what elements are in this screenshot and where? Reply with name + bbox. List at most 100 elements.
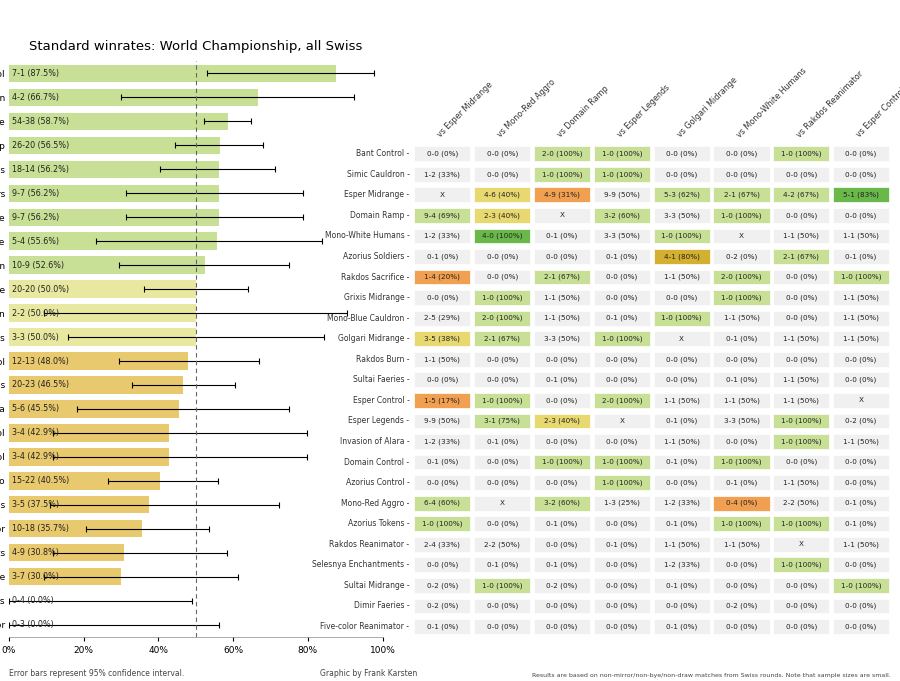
Bar: [534, 475, 590, 490]
Bar: [534, 393, 590, 408]
Bar: [833, 393, 889, 408]
Text: 4-9 (31%): 4-9 (31%): [544, 191, 580, 198]
Bar: [653, 496, 710, 511]
Text: 1-1 (50%): 1-1 (50%): [663, 397, 699, 404]
Bar: [773, 352, 830, 366]
Bar: [594, 332, 650, 346]
Bar: [594, 455, 650, 469]
Bar: [833, 413, 889, 428]
Bar: [833, 599, 889, 614]
Text: 5-6 (45.5%): 5-6 (45.5%): [12, 405, 59, 413]
Text: 4-2 (67%): 4-2 (67%): [783, 191, 819, 198]
Text: 0-2 (0%): 0-2 (0%): [725, 253, 757, 259]
Text: 0-0 (0%): 0-0 (0%): [845, 603, 877, 609]
Bar: [833, 270, 889, 285]
Text: vs Esper Control: vs Esper Control: [855, 86, 900, 140]
Text: 0-0 (0%): 0-0 (0%): [546, 479, 578, 486]
Text: 1-0 (100%): 1-0 (100%): [781, 520, 822, 527]
Bar: [653, 455, 710, 469]
Text: 0-0 (0%): 0-0 (0%): [786, 274, 817, 281]
Bar: [833, 619, 889, 634]
Text: 1-0 (100%): 1-0 (100%): [601, 459, 642, 465]
Bar: [534, 146, 590, 161]
Bar: [534, 352, 590, 366]
Text: 0-0 (0%): 0-0 (0%): [607, 377, 637, 383]
Text: 1-1 (50%): 1-1 (50%): [843, 439, 879, 445]
Bar: [714, 475, 770, 490]
Text: 0-2 (0%): 0-2 (0%): [725, 603, 757, 609]
Text: Esper Legends -: Esper Legends -: [348, 417, 410, 426]
Bar: [594, 167, 650, 182]
Bar: [414, 290, 471, 305]
Text: 0-1 (0%): 0-1 (0%): [546, 233, 578, 239]
Text: 0-0 (0%): 0-0 (0%): [725, 439, 757, 445]
Text: 0-4 (0%): 0-4 (0%): [725, 500, 757, 507]
Bar: [714, 187, 770, 202]
Text: 1-2 (33%): 1-2 (33%): [425, 171, 460, 178]
Text: 1-1 (50%): 1-1 (50%): [663, 541, 699, 548]
Bar: [594, 537, 650, 552]
Text: 1-1 (50%): 1-1 (50%): [783, 233, 819, 239]
Bar: [534, 208, 590, 223]
Bar: [474, 290, 530, 305]
Text: 0-0 (0%): 0-0 (0%): [786, 356, 817, 362]
Text: Graphic by Frank Karsten: Graphic by Frank Karsten: [320, 669, 418, 678]
Bar: [773, 599, 830, 614]
Bar: [414, 373, 471, 387]
Text: 20-20 (50.0%): 20-20 (50.0%): [12, 285, 69, 294]
Text: 0-0 (0%): 0-0 (0%): [725, 582, 757, 588]
Text: 1-0 (100%): 1-0 (100%): [841, 582, 881, 588]
Text: 2-2 (50%): 2-2 (50%): [484, 541, 520, 548]
Text: 0-0 (0%): 0-0 (0%): [607, 356, 637, 362]
Bar: [474, 558, 530, 572]
Bar: [773, 332, 830, 346]
Text: 1-0 (100%): 1-0 (100%): [781, 439, 822, 445]
Bar: [773, 373, 830, 387]
Text: 0-2 (0%): 0-2 (0%): [427, 603, 458, 609]
Text: 1-0 (100%): 1-0 (100%): [721, 459, 761, 465]
Text: 0-1 (0%): 0-1 (0%): [666, 459, 698, 465]
Text: 3-3 (50%): 3-3 (50%): [604, 233, 640, 239]
Bar: [773, 270, 830, 285]
Bar: [594, 311, 650, 326]
Text: 26-20 (56.5%): 26-20 (56.5%): [12, 141, 69, 150]
Bar: [653, 352, 710, 366]
Text: vs Mono-Red Aggro: vs Mono-Red Aggro: [496, 78, 557, 140]
Text: 2-4 (33%): 2-4 (33%): [425, 541, 460, 548]
Bar: [474, 229, 530, 243]
Text: 2-5 (29%): 2-5 (29%): [425, 315, 460, 321]
Bar: [653, 311, 710, 326]
Text: 0-0 (0%): 0-0 (0%): [427, 479, 458, 486]
Bar: [414, 619, 471, 634]
Bar: [534, 496, 590, 511]
Bar: [534, 229, 590, 243]
Bar: [594, 558, 650, 572]
Text: Error bars represent 95% confidence interval.: Error bars represent 95% confidence inte…: [9, 669, 184, 678]
Bar: [773, 167, 830, 182]
Bar: [414, 229, 471, 243]
Text: 1-0 (100%): 1-0 (100%): [601, 151, 642, 157]
Text: 2-1 (67%): 2-1 (67%): [783, 253, 819, 259]
Bar: [833, 352, 889, 366]
Bar: [773, 516, 830, 531]
Text: 0-0 (0%): 0-0 (0%): [666, 171, 698, 178]
Text: 0-1 (0%): 0-1 (0%): [546, 520, 578, 527]
Bar: [773, 434, 830, 449]
Text: 0-0 (0%): 0-0 (0%): [607, 623, 637, 630]
Bar: [714, 249, 770, 264]
Text: 0-0 (0%): 0-0 (0%): [607, 603, 637, 609]
Bar: [474, 516, 530, 531]
Text: 0-0 (0%): 0-0 (0%): [725, 151, 757, 157]
Bar: [474, 496, 530, 511]
Bar: [773, 208, 830, 223]
Text: 1-2 (33%): 1-2 (33%): [425, 439, 460, 445]
Text: 0-0 (0%): 0-0 (0%): [487, 151, 518, 157]
Text: 0-1 (0%): 0-1 (0%): [845, 520, 877, 527]
Bar: [414, 413, 471, 428]
Text: 0-0 (0%): 0-0 (0%): [786, 603, 817, 609]
Text: 1-1 (50%): 1-1 (50%): [783, 377, 819, 383]
Bar: [9, 568, 121, 586]
Text: 1-1 (50%): 1-1 (50%): [724, 541, 760, 548]
Text: 2-0 (100%): 2-0 (100%): [721, 274, 761, 281]
Bar: [833, 455, 889, 469]
